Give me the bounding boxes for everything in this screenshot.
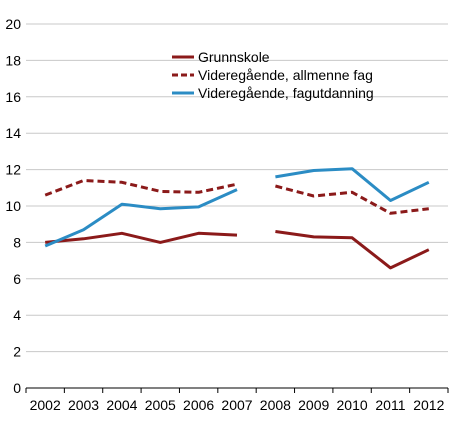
- series-line: [275, 167, 430, 202]
- y-tick-label: 0: [13, 380, 21, 396]
- x-tick-label: 2006: [183, 397, 214, 413]
- y-tick-label: 6: [13, 271, 21, 287]
- series-line: [275, 184, 429, 215]
- y-tick-label: 8: [13, 234, 21, 250]
- series-3: [44, 167, 430, 248]
- legend: Grunnskole Videregående, allmenne fag Vide…: [172, 49, 374, 101]
- y-tick-label: 2: [13, 344, 21, 360]
- x-tick-label: 2002: [30, 397, 61, 413]
- x-tick-label: 2010: [337, 397, 368, 413]
- x-tick-label: 2012: [413, 397, 444, 413]
- y-tick-label: 12: [5, 162, 21, 178]
- series-2: [44, 179, 429, 215]
- grid-lines: [26, 23, 448, 353]
- y-tick-label: 16: [5, 89, 21, 105]
- series-line: [44, 188, 238, 248]
- y-tick-label: 20: [5, 16, 21, 32]
- y-tick-label: 18: [5, 52, 21, 68]
- legend-label: Videregående, allmenne fag: [198, 67, 373, 83]
- series-line: [44, 179, 238, 197]
- series-lines: [44, 167, 430, 270]
- x-tick-label: 2009: [298, 397, 329, 413]
- y-axis-ticks: 0 2 4 6 8 10 12 14 16 18 20: [5, 16, 21, 396]
- y-tick-label: 14: [5, 125, 21, 141]
- x-tick-label: 2007: [221, 397, 252, 413]
- legend-label: Videregående, fagutdanning: [198, 85, 374, 101]
- x-tick-label: 2008: [260, 397, 291, 413]
- x-tick-label: 2005: [145, 397, 176, 413]
- legend-label: Grunnskole: [198, 49, 270, 65]
- y-tick-label: 4: [13, 307, 21, 323]
- x-tick-label: 2003: [68, 397, 99, 413]
- series-1: [45, 230, 430, 270]
- x-tick-label: 2011: [375, 397, 405, 413]
- x-axis-ticks: 2002 2003 2004 2005 2006 2007 2008 2009 2010 2011…: [25, 388, 449, 413]
- series-line: [45, 231, 238, 244]
- x-tick-label: 2004: [106, 397, 137, 413]
- y-tick-label: 10: [5, 198, 21, 214]
- series-line: [275, 230, 430, 270]
